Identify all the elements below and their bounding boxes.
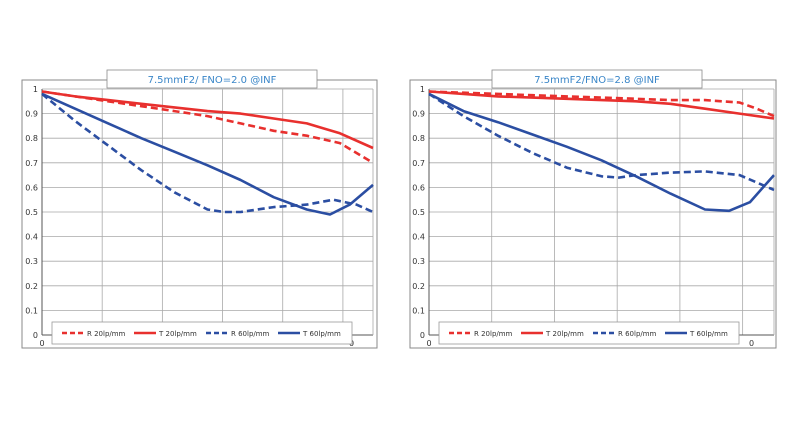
x-tick-label: 0 bbox=[39, 339, 44, 348]
legend-label: T 20lp/mm bbox=[158, 330, 197, 338]
y-tick-label: 0.4 bbox=[25, 233, 38, 242]
legend-box bbox=[51, 321, 353, 345]
legend-label: R 60lp/mm bbox=[618, 330, 657, 338]
series-line-t-20lp-mm bbox=[41, 90, 374, 150]
x-tick-label: 0 bbox=[749, 339, 754, 348]
legend-label: T 60lp/mm bbox=[302, 330, 341, 338]
y-tick-label: 0 bbox=[33, 331, 38, 340]
legend-box bbox=[438, 321, 740, 345]
y-tick-label: 0.1 bbox=[25, 306, 38, 315]
y-tick-label: 1 bbox=[33, 85, 38, 94]
chart-title-box bbox=[491, 69, 703, 89]
legend-label: R 20lp/mm bbox=[474, 330, 513, 338]
series-line-t-20lp-mm bbox=[428, 90, 775, 120]
chart-panel-2: 00.10.20.30.40.50.60.70.80.910 0R 20lp/mm… bbox=[409, 69, 777, 349]
legend-label: R 20lp/mm bbox=[87, 330, 126, 338]
y-tick-label: 0.8 bbox=[412, 134, 425, 143]
series-line-r-20lp-mm bbox=[428, 90, 775, 118]
series-line-t-60lp-mm bbox=[41, 92, 374, 216]
legend-label: T 20lp/mm bbox=[545, 330, 584, 338]
y-tick-label: 0.9 bbox=[25, 110, 38, 119]
y-tick-label: 0.2 bbox=[412, 282, 425, 291]
y-tick-label: 0.3 bbox=[25, 257, 38, 266]
y-tick-label: 0.3 bbox=[412, 257, 425, 266]
y-tick-label: 0.1 bbox=[412, 306, 425, 315]
y-tick-label: 0.4 bbox=[412, 233, 425, 242]
series-line-t-60lp-mm bbox=[428, 92, 775, 213]
y-tick-label: 0.5 bbox=[412, 208, 425, 217]
legend-label: T 60lp/mm bbox=[689, 330, 728, 338]
y-tick-label: 0 bbox=[420, 331, 425, 340]
y-tick-label: 0.7 bbox=[412, 159, 425, 168]
y-tick-label: 0.8 bbox=[25, 134, 38, 143]
chart-title: 7.5mmF2/FNO=2.8 @INF bbox=[534, 75, 660, 86]
y-tick-label: 1 bbox=[420, 85, 425, 94]
chart-title: 7.5mmF2/ FNO=2.0 @INF bbox=[148, 75, 277, 86]
y-tick-label: 0.2 bbox=[25, 282, 38, 291]
chart-frame bbox=[409, 79, 777, 349]
y-tick-label: 0.6 bbox=[25, 183, 38, 192]
legend-label: R 60lp/mm bbox=[231, 330, 270, 338]
chart-title-box bbox=[106, 69, 318, 89]
y-tick-label: 0.6 bbox=[412, 183, 425, 192]
y-tick-label: 0.5 bbox=[25, 208, 38, 217]
x-tick-label: 0 bbox=[426, 339, 431, 348]
series-line-r-60lp-mm bbox=[428, 92, 775, 192]
y-tick-label: 0.9 bbox=[412, 110, 425, 119]
y-tick-label: 0.7 bbox=[25, 159, 38, 168]
